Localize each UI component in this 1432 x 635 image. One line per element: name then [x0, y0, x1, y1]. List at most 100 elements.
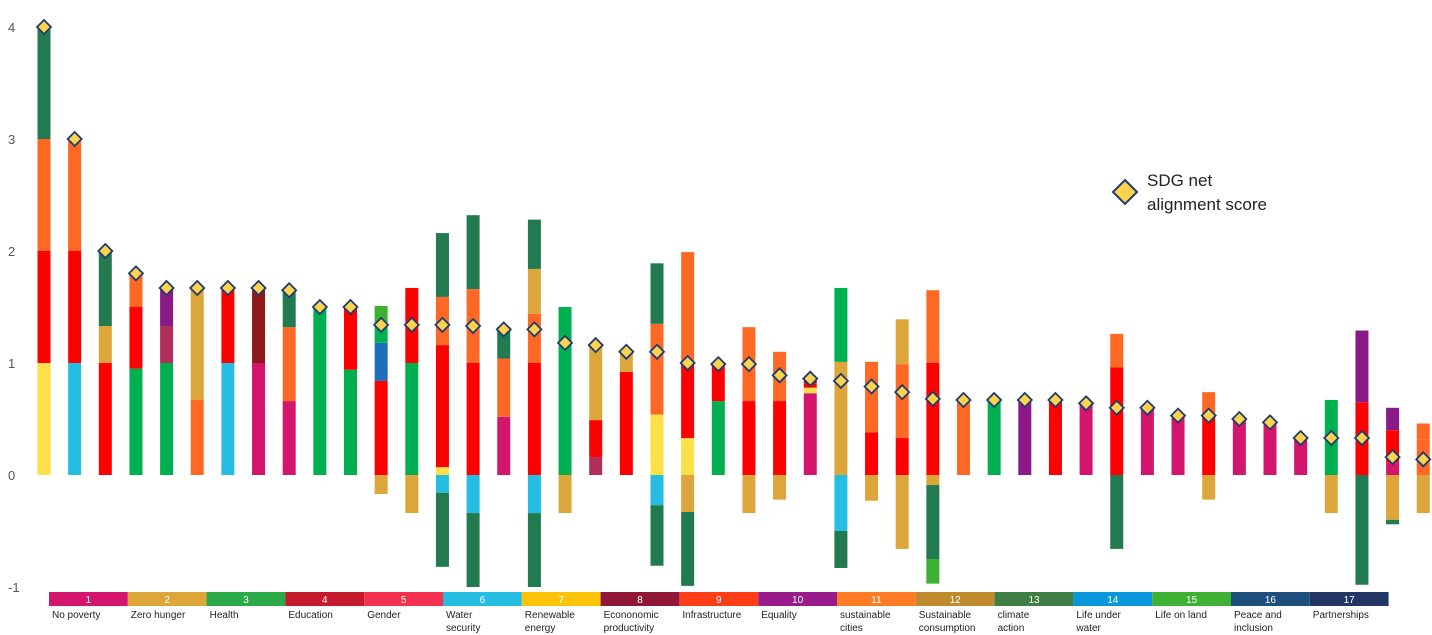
- sdg-category-name: Equality: [761, 610, 797, 621]
- bar-segment: [497, 358, 511, 417]
- sdg-category-number: 9: [716, 595, 722, 606]
- bar-segment: [1110, 367, 1124, 475]
- score-diamond-icon: [1047, 391, 1064, 409]
- score-diamond-icon: [893, 383, 911, 401]
- bar-segment: [435, 492, 449, 567]
- sdg-category-number: 8: [637, 595, 643, 606]
- bar-segment: [711, 364, 725, 402]
- bar-segment: [834, 361, 848, 475]
- bar-segment: [926, 290, 940, 363]
- bar-segment: [527, 268, 541, 314]
- score-diamond-icon: [679, 354, 696, 372]
- legend-diamond-icon: [1111, 178, 1139, 206]
- bar-segment: [895, 364, 909, 439]
- bar-segment: [435, 345, 449, 468]
- sdg-category-name: Life on land: [1155, 610, 1207, 621]
- sdg-category-number: 1: [86, 595, 92, 606]
- bar-segment: [313, 307, 327, 475]
- sdg-category-number: 14: [1107, 595, 1119, 606]
- bar-segment: [742, 401, 756, 475]
- sdg-category-bar: 1 No poverty 2 Zero hunger 3 Health 4 Education…: [49, 592, 1389, 634]
- bar-segment: [1202, 415, 1216, 475]
- y-tick-label: 4: [8, 20, 15, 35]
- bar-segment: [435, 475, 449, 493]
- sdg-category-name: Water security: [446, 610, 480, 634]
- score-diamond-icon: [219, 279, 237, 297]
- bar-segment: [1355, 330, 1369, 403]
- bar-segment: [221, 363, 235, 475]
- bar-segment: [1386, 475, 1400, 520]
- bar-segment: [405, 475, 419, 514]
- score-diamond-icon: [985, 391, 1003, 409]
- sdg-category-number: 6: [480, 595, 486, 606]
- sdg-category-name: sustainable cities: [840, 610, 891, 634]
- score-diamond-icon: [311, 298, 329, 316]
- sdg-category-name: Econonomic productivity: [604, 610, 659, 634]
- bar-segment: [1048, 399, 1062, 475]
- sdg-category-block: [1073, 592, 1153, 606]
- sdg-category-number: 15: [1186, 595, 1198, 606]
- bar-segment: [129, 368, 143, 475]
- score-diamond-icon: [710, 355, 727, 373]
- sdg-category-block: [49, 592, 128, 606]
- bar-segment: [374, 475, 388, 495]
- score-diamond-icon: [372, 316, 390, 334]
- sdg-category-name: Zero hunger: [131, 610, 186, 621]
- sdg-category-block: [443, 592, 522, 606]
- score-diamond-icon: [1108, 399, 1126, 417]
- sdg-category-name: No poverty: [52, 610, 100, 621]
- legend: SDG net alignment score: [1111, 171, 1267, 214]
- score-diamond-icon: [924, 390, 942, 408]
- score-diamond-icon: [188, 279, 206, 297]
- sdg-category-name: Infrastructure: [682, 610, 741, 621]
- bar-segment: [1386, 519, 1400, 525]
- bar-segment: [160, 326, 174, 363]
- sdg-category-block: [1231, 592, 1310, 606]
- bar-segment: [558, 307, 572, 475]
- bar-segment: [1232, 419, 1246, 475]
- score-diamond-icon: [1261, 414, 1279, 431]
- bar-segment: [558, 475, 572, 514]
- score-diamond-icon: [1292, 429, 1309, 447]
- score-diamond-icon: [127, 265, 145, 282]
- score-diamond-icon: [618, 343, 635, 361]
- bar-segment: [98, 363, 112, 475]
- score-diamond-icon: [556, 334, 574, 352]
- bar-segment: [466, 513, 480, 587]
- score-diamond-icon: [1016, 391, 1034, 409]
- y-tick-label: 2: [8, 244, 15, 259]
- sdg-category-block: [206, 592, 286, 606]
- sdg-category-block: [285, 592, 365, 606]
- bar-segment: [1263, 422, 1277, 475]
- bar-segment: [1018, 399, 1032, 475]
- bar-segment: [160, 363, 174, 475]
- score-diamond-icon: [801, 370, 819, 387]
- bar-segment: [1324, 475, 1338, 514]
- bar-segment: [466, 363, 480, 475]
- bar-segment: [98, 326, 112, 363]
- bar-segment: [37, 251, 51, 363]
- bar-segment: [252, 287, 266, 363]
- bar-segment: [681, 363, 695, 439]
- bar-segment: [374, 342, 388, 381]
- score-diamond-icon: [434, 316, 451, 334]
- bar-segment: [37, 139, 51, 251]
- bar-segment: [681, 475, 695, 512]
- bar-segment: [926, 559, 940, 584]
- sdg-category-number: 13: [1028, 595, 1040, 606]
- bar-segment: [773, 401, 787, 475]
- sdg-category-name: climate action: [998, 610, 1030, 634]
- bar-segment: [1355, 475, 1369, 585]
- score-diamond-icon: [1353, 429, 1371, 447]
- bar-segment: [865, 361, 879, 433]
- legend-label-line1: SDG net: [1147, 171, 1212, 190]
- bar-segment: [129, 307, 143, 369]
- bar-segment: [742, 475, 756, 514]
- bar-segment: [68, 139, 82, 251]
- sdg-category-block: [915, 592, 995, 606]
- bar-segment: [865, 475, 879, 501]
- bar-segment: [834, 287, 848, 362]
- bar-segment: [527, 313, 541, 363]
- sdg-category-block: [1309, 592, 1389, 606]
